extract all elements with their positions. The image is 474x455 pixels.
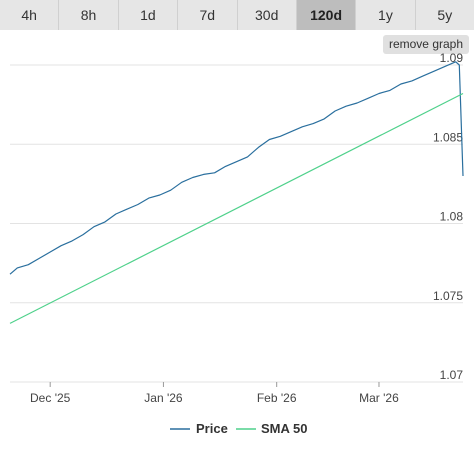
tab-5y[interactable]: 5y [415,0,474,30]
chart-series [9,61,464,324]
sma-50-line[interactable] [9,92,464,324]
x-axis-ticks: Dec '25 Jan '26 Feb '26 Mar '26 [30,382,399,405]
chart-legend: Price SMA 50 [170,421,307,436]
y-tick-label: 1.09 [440,51,464,65]
tab-8h[interactable]: 8h [59,0,119,30]
x-tick-label: Dec '25 [30,391,71,405]
tab-4h[interactable]: 4h [0,0,60,30]
x-tick-label: Feb '26 [257,391,297,405]
tab-7d[interactable]: 7d [178,0,238,30]
y-axis-ticks: 1.07 1.075 1.08 1.085 1.09 [433,51,463,382]
price-line[interactable] [9,61,464,275]
legend-sma-label[interactable]: SMA 50 [261,421,307,436]
y-tick-label: 1.08 [440,210,464,224]
y-tick-label: 1.075 [433,289,463,303]
tab-1y[interactable]: 1y [356,0,416,30]
chart-grid [10,64,463,383]
tab-1d[interactable]: 1d [118,0,179,30]
y-tick-label: 1.085 [433,130,463,144]
tab-30d[interactable]: 30d [237,0,297,30]
y-tick-label: 1.07 [440,368,464,382]
legend-price-label[interactable]: Price [196,421,228,436]
tab-120d[interactable]: 120d [296,0,357,30]
x-tick-label: Mar '26 [359,391,399,405]
remove-graph-button[interactable]: remove graph [383,35,469,54]
time-range-tabs: 4h 8h 1d 7d 30d 120d 1y 5y [0,0,474,30]
x-tick-label: Jan '26 [144,391,183,405]
